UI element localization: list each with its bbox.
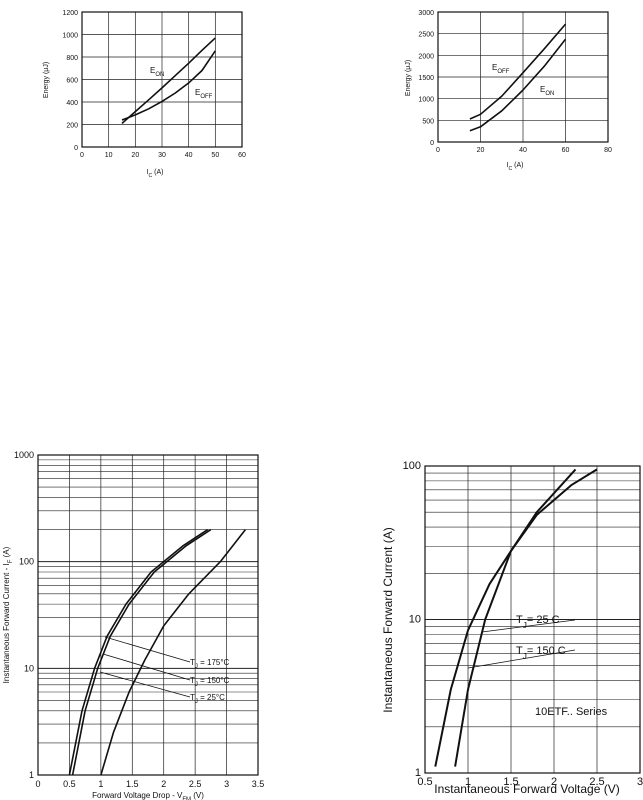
y-axis-label: Energy (μJ) [43,62,50,98]
y-tick-label: 2500 [418,32,434,39]
x-tick-label: 40 [185,152,193,159]
y-tick-label: 100 [19,557,34,567]
series-label-2: EOFF [195,88,213,100]
series-line-1 [469,23,567,120]
y-tick-label: 1 [415,767,421,779]
series-leader-line [481,619,576,633]
x-tick-label: 0 [436,147,440,154]
series-label-1: EON [150,66,164,78]
series-line-1 [68,528,209,776]
plot-frame [37,454,259,776]
series-label-2: TJ = 150°C [190,676,230,688]
series-label-1: TJ = 175°C [190,658,230,670]
y-axis-label: Instantaneous Forward Current (A) [381,527,395,712]
chart-3: 0 0.5 1 1.5 2 2.5 3 3.5 1 10 100 1000 Forward Voltag… [2,450,264,800]
x-tick-label: 10 [105,152,113,159]
x-tick-label: 3.5 [252,779,265,789]
x-tick-label: 60 [238,152,246,159]
x-tick-label: 2.5 [189,779,202,789]
x-tick-label: 2 [551,776,557,788]
x-tick-label: 1.5 [503,776,518,788]
x-tick-label: 1 [465,776,471,788]
y-tick-label: 1000 [14,450,34,460]
y-tick-label: 1500 [418,75,434,82]
y-tick-label: 2000 [418,53,434,60]
series-line-1 [121,37,216,124]
chart-1-grid [81,11,243,148]
y-axis-label: Instantaneous Forward Current - IF (A) [2,546,14,683]
x-axis-label: Instantaneous Forward Voltage (V) [434,782,619,796]
y-tick-label: 10 [409,614,421,626]
x-tick-label: 2.5 [589,776,604,788]
x-tick-label: 80 [604,147,612,154]
series-line-2 [121,50,216,121]
series-line-2 [71,528,212,776]
x-tick-label: 1 [98,779,103,789]
x-tick-label: 50 [211,152,219,159]
series-label-1: TJ= 25 C [516,614,560,630]
x-tick-label: 3 [224,779,229,789]
x-tick-label: 3 [637,776,643,788]
x-axis-label: IC (A) [506,162,523,172]
x-tick-label: 0.5 [417,776,432,788]
chart-3-grid [37,454,259,776]
chart-annotation: 10ETF.. Series [535,706,608,718]
plot-frame [424,465,641,774]
y-tick-label: 1 [29,770,34,780]
y-tick-label: 500 [422,118,434,125]
y-tick-label: 10 [24,663,34,673]
y-tick-label: 100 [403,460,421,472]
y-tick-label: 0 [74,145,78,152]
plot-frame [81,11,243,148]
x-tick-label: 60 [562,147,570,154]
y-tick-label: 600 [66,78,78,85]
y-tick-label: 200 [66,123,78,130]
plot-frame [437,11,609,143]
y-tick-label: 3000 [418,10,434,17]
x-tick-label: 0 [35,779,40,789]
chart-2: 0 20 40 60 80 0 500 1000 1500 2000 2500 3000 IC (A) E… [405,10,612,172]
chart-2-grid [437,11,609,143]
x-tick-label: 0.5 [63,779,76,789]
series-label-1: EOFF [492,63,510,75]
x-axis-label: IC (A) [146,169,163,179]
x-tick-label: 2 [161,779,166,789]
y-tick-label: 1000 [62,33,78,40]
series-line-2 [434,468,577,767]
x-tick-label: 1.5 [126,779,139,789]
x-tick-label: 30 [158,152,166,159]
x-tick-label: 40 [519,147,527,154]
series-label-2: EON [540,85,554,97]
x-tick-label: 20 [477,147,485,154]
series-line-2 [469,38,567,132]
y-tick-label: 800 [66,55,78,62]
x-tick-label: 0 [80,152,84,159]
series-leader-line [99,671,191,698]
series-leader-line [102,653,191,681]
y-axis-label: Energy (μJ) [405,60,412,96]
x-tick-label: 20 [131,152,139,159]
series-line-3 [100,529,247,776]
y-tick-label: 1000 [418,97,434,104]
y-tick-label: 1200 [62,10,78,17]
series-leader-line [104,636,191,663]
y-tick-label: 0 [430,140,434,147]
y-tick-label: 400 [66,100,78,107]
series-label-3: TJ = 25°C [190,693,225,705]
series-label-2: TJ= 150 C [516,645,566,661]
x-axis-label: Forward Voltage Drop - VFM (V) [92,791,204,800]
series-leader-line [467,649,576,669]
